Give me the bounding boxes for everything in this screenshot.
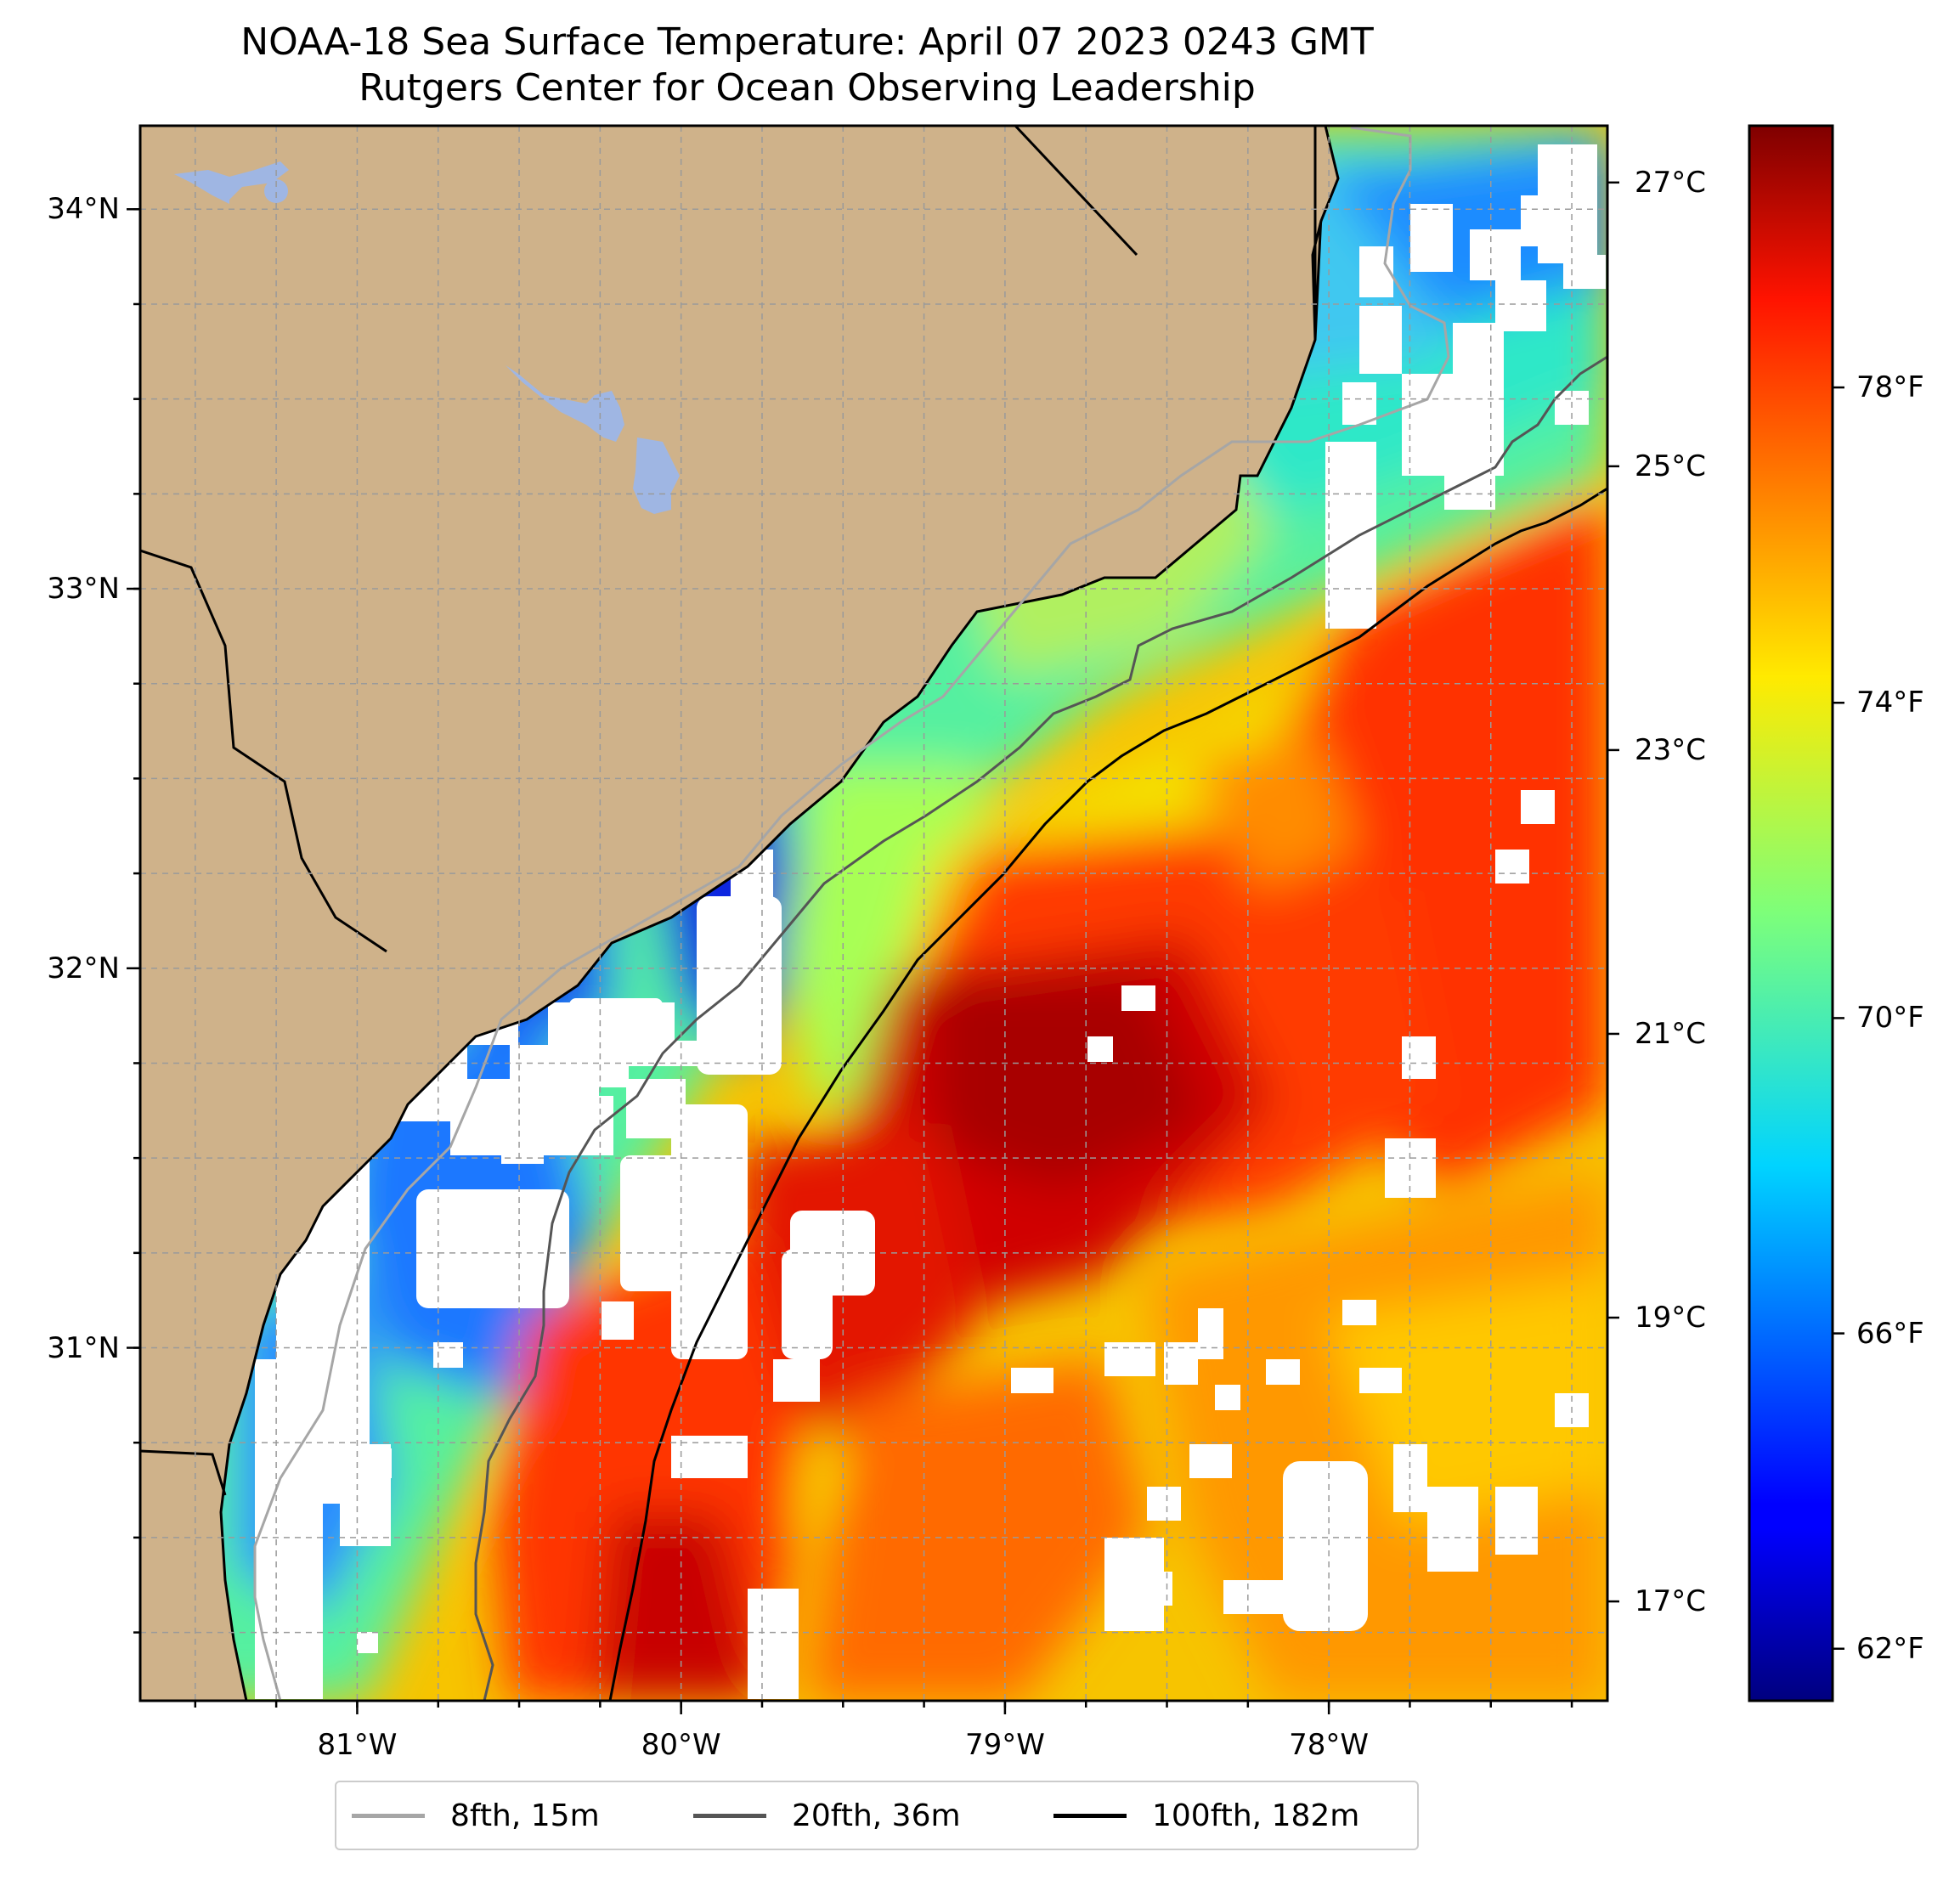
land <box>140 126 1327 1701</box>
legend-item-8fth: 8fth, 15m <box>352 1782 600 1849</box>
lon-tick-label: 78°W <box>1289 1728 1370 1762</box>
lon-tick-label: 80°W <box>641 1728 721 1762</box>
fahrenheit-tick-label: 74°F <box>1856 686 1924 720</box>
lat-tick-label: 32°N <box>47 951 120 985</box>
chart-subtitle: Rutgers Center for Ocean Observing Leade… <box>359 66 1256 110</box>
celsius-tick-label: 21°C <box>1635 1016 1707 1051</box>
legend-label-100fth: 100fth, 182m <box>1152 1798 1360 1833</box>
legend-label-20fth: 20fth, 36m <box>792 1798 961 1833</box>
gridlines <box>140 126 1607 1701</box>
lat-tick-label: 31°N <box>47 1330 120 1365</box>
isobath-8fth <box>253 126 1450 1701</box>
fahrenheit-tick-label: 62°F <box>1856 1631 1924 1666</box>
legend-swatch-100fth <box>1053 1813 1127 1818</box>
lakes <box>174 161 680 514</box>
celsius-tick-label: 19°C <box>1635 1301 1707 1335</box>
celsius-tick-label: 17°C <box>1635 1584 1707 1619</box>
fahrenheit-tick-label: 70°F <box>1856 1001 1924 1036</box>
legend-item-100fth: 100fth, 182m <box>1053 1782 1359 1849</box>
map-frame <box>138 124 1609 1702</box>
lat-tick-label: 34°N <box>47 192 120 227</box>
lon-tick-label: 79°W <box>964 1728 1045 1762</box>
isobath-20fth <box>474 355 1607 1701</box>
chart-title: NOAA-18 Sea Surface Temperature: April 0… <box>240 20 1374 64</box>
legend-swatch-20fth <box>693 1813 766 1818</box>
celsius-tick-label: 23°C <box>1635 732 1707 767</box>
lon-tick-label: 81°W <box>317 1728 398 1762</box>
lat-tick-label: 33°N <box>47 572 120 607</box>
state-border <box>140 126 1138 953</box>
legend-item-20fth: 20fth, 36m <box>693 1782 961 1849</box>
legend-label-8fth: 8fth, 15m <box>450 1798 600 1833</box>
legend-swatch-8fth <box>352 1813 425 1818</box>
celsius-tick-label: 25°C <box>1635 449 1707 483</box>
fahrenheit-tick-label: 78°F <box>1856 370 1924 405</box>
fahrenheit-tick-label: 66°F <box>1856 1316 1924 1351</box>
isobath-legend: 8fth, 15m 20fth, 36m 100fth, 182m <box>335 1781 1419 1850</box>
celsius-tick-label: 27°C <box>1635 165 1707 200</box>
colorbar-bar <box>1748 124 1834 1702</box>
isobath-100fth <box>608 487 1607 1701</box>
